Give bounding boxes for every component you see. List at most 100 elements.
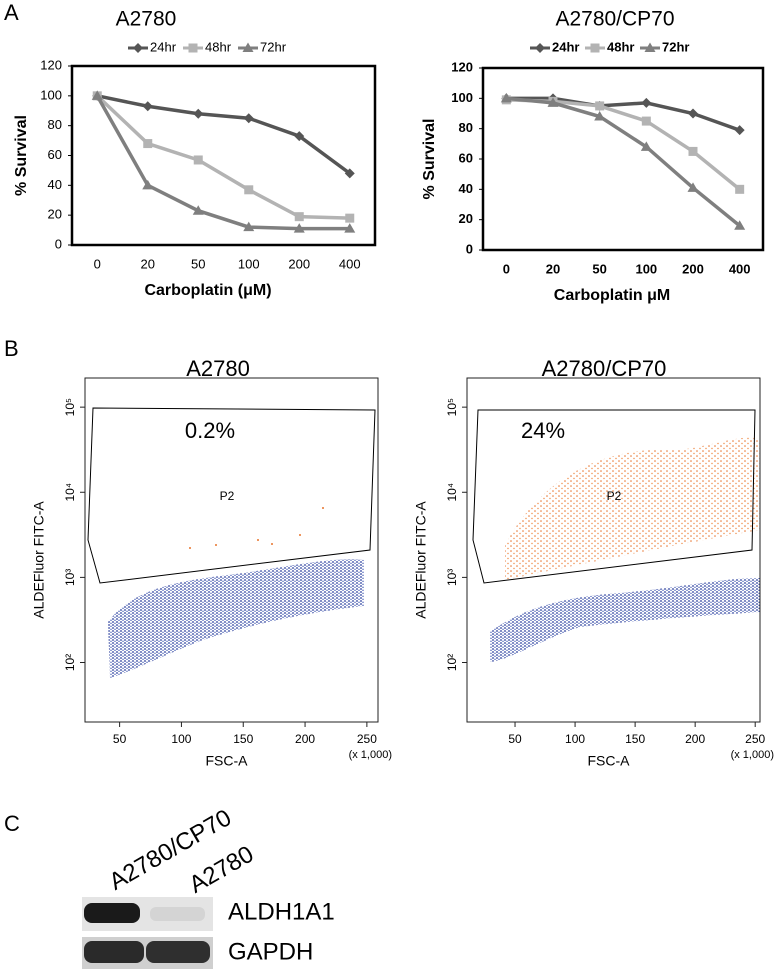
gate-name: P2 [220, 489, 235, 503]
marker [734, 220, 746, 230]
y-tick-label: 10³ [445, 569, 459, 586]
legend-marker [133, 43, 143, 53]
panel-label: B [4, 336, 19, 361]
cell-population [108, 559, 364, 678]
y-tick-label: 10⁴ [445, 483, 459, 502]
x-tick-label: 100 [171, 732, 191, 746]
x-tick-label: 200 [295, 732, 315, 746]
legend-marker [644, 42, 656, 52]
panel-label: C [4, 811, 20, 836]
gate-percent: 24% [521, 418, 565, 443]
marker [193, 155, 203, 165]
y-tick-label: 80 [48, 117, 62, 132]
x-tick-label: 100 [238, 256, 260, 271]
gate [472, 409, 756, 584]
gated-events [189, 507, 324, 549]
x-tick-label: 0 [503, 261, 510, 276]
x-tick-label: 20 [546, 261, 560, 276]
x-tick-label: 150 [625, 732, 645, 746]
x-tick-label: 150 [233, 732, 253, 746]
row-label: ALDH1A1 [228, 898, 335, 925]
cell-population [490, 578, 760, 662]
gate [87, 407, 376, 584]
blot-band [146, 941, 210, 963]
chart-title: A2780/CP70 [555, 8, 674, 31]
panel-label: A [4, 0, 19, 25]
x-scale-note: (x 1,000) [349, 749, 392, 761]
marker [294, 212, 304, 222]
marker [244, 185, 254, 195]
marker [688, 108, 698, 119]
plot-frame [481, 66, 765, 252]
x-tick-label: 400 [729, 261, 751, 276]
marker [243, 113, 254, 124]
gate-name: P2 [607, 489, 622, 503]
plot-frame [84, 377, 379, 723]
y-tick-label: 100 [451, 90, 473, 105]
marker [193, 108, 204, 119]
marker [641, 97, 652, 108]
y-tick-label: 10⁴ [63, 483, 77, 502]
y-tick-label: 80 [459, 120, 473, 135]
y-tick-label: 10³ [63, 569, 77, 586]
legend-label: 72hr [662, 39, 689, 54]
legend-marker [188, 43, 198, 53]
y-tick-label: 60 [459, 150, 473, 165]
y-tick-label: 40 [459, 181, 473, 196]
marker [547, 97, 559, 107]
x-axis-label: Carboplatin μM [554, 287, 670, 304]
blot-band [84, 903, 140, 923]
legend-marker [242, 42, 254, 52]
marker [293, 223, 305, 233]
y-tick-label: 40 [48, 177, 62, 192]
gate-percent: 0.2% [185, 418, 235, 443]
x-tick-label: 0 [94, 256, 101, 271]
marker [142, 179, 154, 190]
marker [735, 184, 745, 194]
x-tick-label: 20 [141, 256, 155, 271]
x-tick-label: 400 [339, 256, 361, 271]
marker [294, 131, 305, 142]
x-axis-label: FSC-A [206, 753, 249, 769]
marker [594, 111, 606, 121]
y-tick-label: 100 [40, 87, 62, 102]
blot-band [84, 941, 144, 963]
marker [641, 116, 651, 126]
marker [243, 221, 255, 232]
x-scale-note: (x 1,000) [731, 749, 774, 761]
legend-label: 48hr [205, 39, 232, 54]
y-tick-label: 20 [459, 211, 473, 226]
y-tick-label: 10² [445, 654, 459, 671]
marker [500, 92, 512, 103]
y-tick-label: 10⁵ [445, 398, 459, 416]
legend-marker [590, 43, 600, 53]
marker [344, 223, 356, 233]
y-tick-label: 0 [466, 241, 473, 256]
y-axis-label: ALDEFluor FITC-A [413, 501, 429, 619]
marker [734, 125, 745, 136]
x-tick-label: 200 [685, 732, 705, 746]
marker [687, 182, 699, 192]
plot-title: A2780/CP70 [542, 356, 667, 381]
x-tick-label: 50 [191, 256, 205, 271]
x-tick-label: 200 [288, 256, 310, 271]
legend-label: 48hr [607, 39, 634, 54]
gated-events [505, 437, 760, 580]
y-axis-label: ALDEFluor FITC-A [31, 501, 47, 619]
legend-label: 72hr [260, 39, 287, 54]
y-axis-label: % Survival [421, 119, 438, 200]
x-axis-label: Carboplatin (μM) [144, 282, 271, 299]
plot-title: A2780 [186, 356, 250, 381]
series-line [96, 94, 350, 220]
y-tick-label: 10² [63, 654, 77, 671]
marker [143, 139, 153, 149]
series-line [506, 96, 741, 228]
series-line [506, 98, 741, 191]
marker [91, 90, 103, 100]
marker [142, 101, 153, 112]
legend-marker [535, 43, 545, 53]
x-tick-label: 100 [565, 732, 585, 746]
series-line [506, 96, 741, 132]
x-tick-label: 100 [635, 261, 657, 276]
